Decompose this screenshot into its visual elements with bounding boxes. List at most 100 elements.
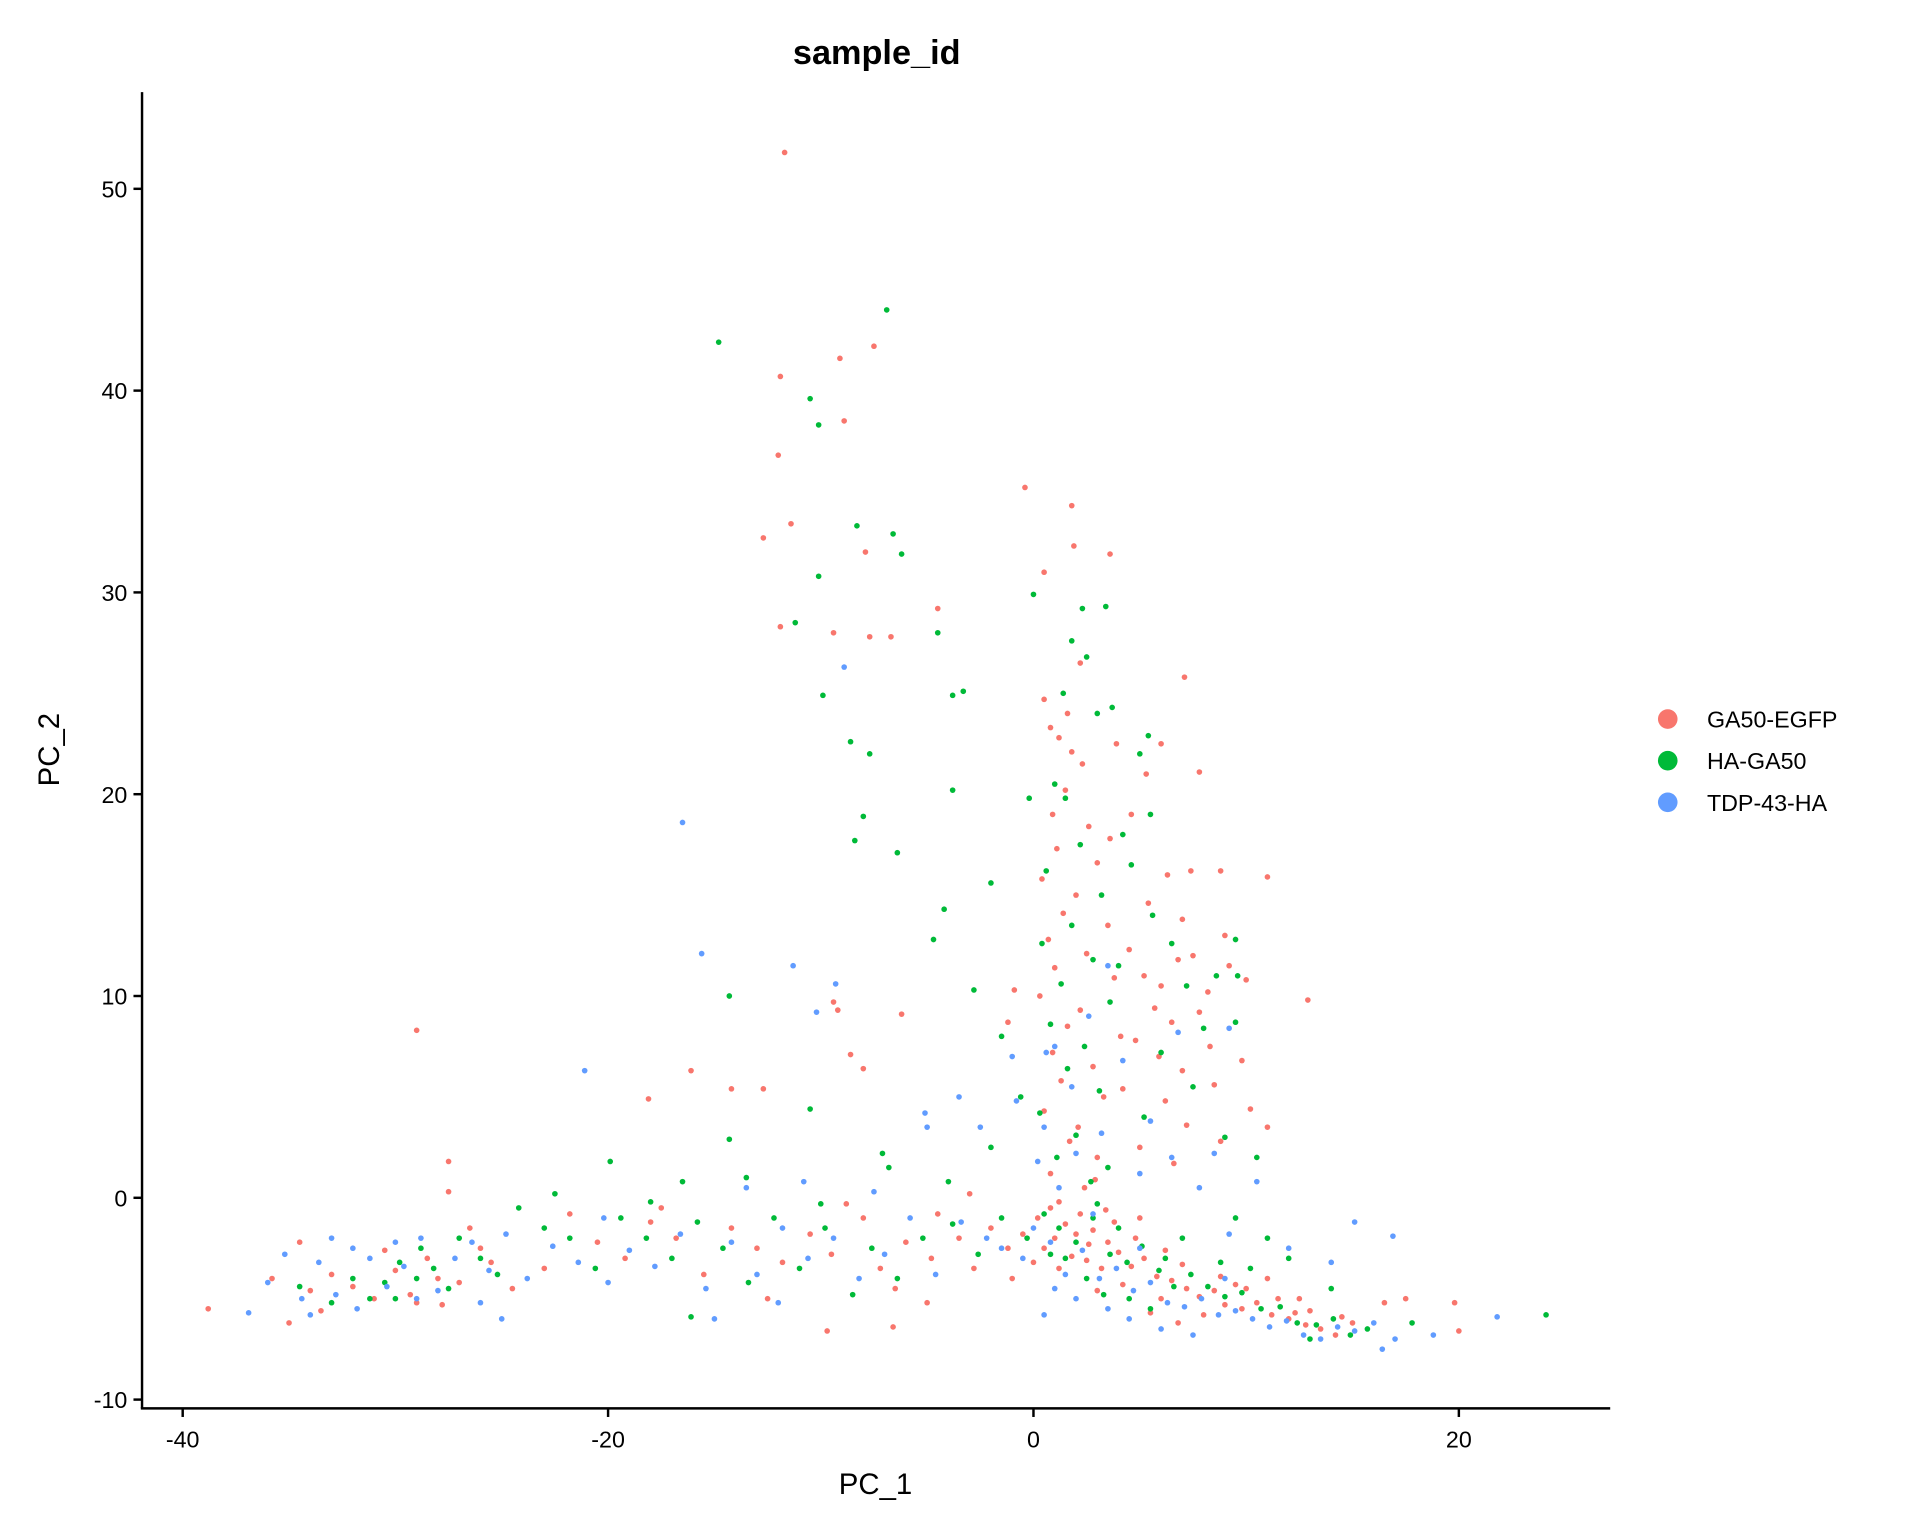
data-point [688,1314,694,1320]
legend-key [1657,709,1678,729]
data-point [1430,1332,1437,1338]
data-point [1083,1275,1090,1282]
data-point [407,1291,414,1298]
x-axis-ticks: -40 -20 0 20 [166,1408,1472,1453]
data-point [822,1225,828,1231]
data-point [1113,1265,1120,1272]
data-point [498,1316,505,1322]
data-point [1096,1088,1103,1094]
data-point [1098,1265,1105,1272]
data-point [1111,975,1118,981]
data-point [1107,551,1113,557]
y-tick-label: 0 [114,1185,127,1211]
data-point [1058,1077,1064,1084]
data-point [1211,1150,1218,1157]
data-point [815,422,822,428]
data-point [1119,831,1126,838]
data-point [1179,916,1186,923]
data-point [581,1067,588,1074]
data-point [418,1235,424,1241]
data-point [1243,977,1249,983]
data-point [424,1255,431,1262]
data-point [1022,484,1028,491]
data-point [1264,1275,1271,1282]
data-point [813,1009,820,1015]
data-point [205,1305,212,1312]
data-point [1196,769,1203,775]
data-point [1277,1303,1284,1310]
data-point [971,1265,977,1272]
data-point [1162,1255,1169,1262]
data-point [1062,1271,1069,1278]
data-point [886,1164,892,1171]
data-point [779,1225,786,1231]
data-point [445,1285,452,1292]
data-point [1232,1019,1239,1026]
data-point [1079,1247,1086,1254]
data-point [456,1279,463,1286]
data-point [1243,1285,1249,1292]
data-point [924,1124,930,1130]
data-point [1294,1320,1301,1326]
data-point [1196,1184,1203,1191]
x-axis-title: PC_1 [839,1468,912,1501]
data-point [971,987,977,993]
data-point [1162,1098,1169,1104]
data-point [1132,1235,1139,1241]
data-point [494,1271,501,1278]
data-point [720,1245,726,1252]
data-point [1041,696,1047,703]
data-point [1051,964,1058,971]
data-point [418,1245,424,1252]
data-point [296,1283,303,1290]
data-point [1137,751,1143,757]
data-point [830,629,837,636]
data-point [626,1247,633,1254]
data-point [1317,1336,1324,1342]
data-point [645,1096,652,1102]
data-point [998,1215,1005,1221]
data-point [1543,1312,1549,1318]
data-point [381,1247,388,1254]
data-point [452,1255,458,1262]
data-point [269,1275,275,1282]
data-point [1079,605,1086,612]
x-tick-label: -20 [591,1427,625,1453]
data-point [903,1239,909,1246]
data-point [1062,1221,1069,1227]
data-point [1222,1293,1228,1300]
data-point [1115,962,1122,969]
data-point [1179,1067,1186,1074]
data-point [1051,1285,1058,1292]
data-point [1141,1255,1147,1262]
data-point [679,1178,686,1185]
data-point [1085,1013,1092,1019]
data-point [592,1265,599,1272]
data-point [956,1094,962,1100]
data-point [1107,1251,1113,1258]
data-point [834,1007,841,1013]
data-point [1222,1275,1228,1282]
data-point [934,629,941,636]
legend-key [1657,750,1678,771]
chart-title: sample_id [793,34,961,72]
data-point [1068,749,1075,755]
data-point [1064,710,1071,717]
data-point [1117,1033,1124,1040]
data-point [679,819,686,826]
data-point [956,1235,962,1241]
data-point [456,1235,463,1241]
data-point [1041,1312,1047,1318]
data-point [760,535,767,541]
data-point [328,1271,335,1278]
data-point [998,1033,1005,1040]
data-point [898,1011,905,1017]
data-point [1147,1279,1154,1286]
data-point [1060,910,1067,917]
points-layer [205,149,1549,1352]
data-point [1302,1322,1309,1328]
data-point [694,1219,701,1225]
y-tick-label: 40 [101,378,127,404]
data-point [843,1201,850,1207]
data-point [1017,1094,1024,1100]
